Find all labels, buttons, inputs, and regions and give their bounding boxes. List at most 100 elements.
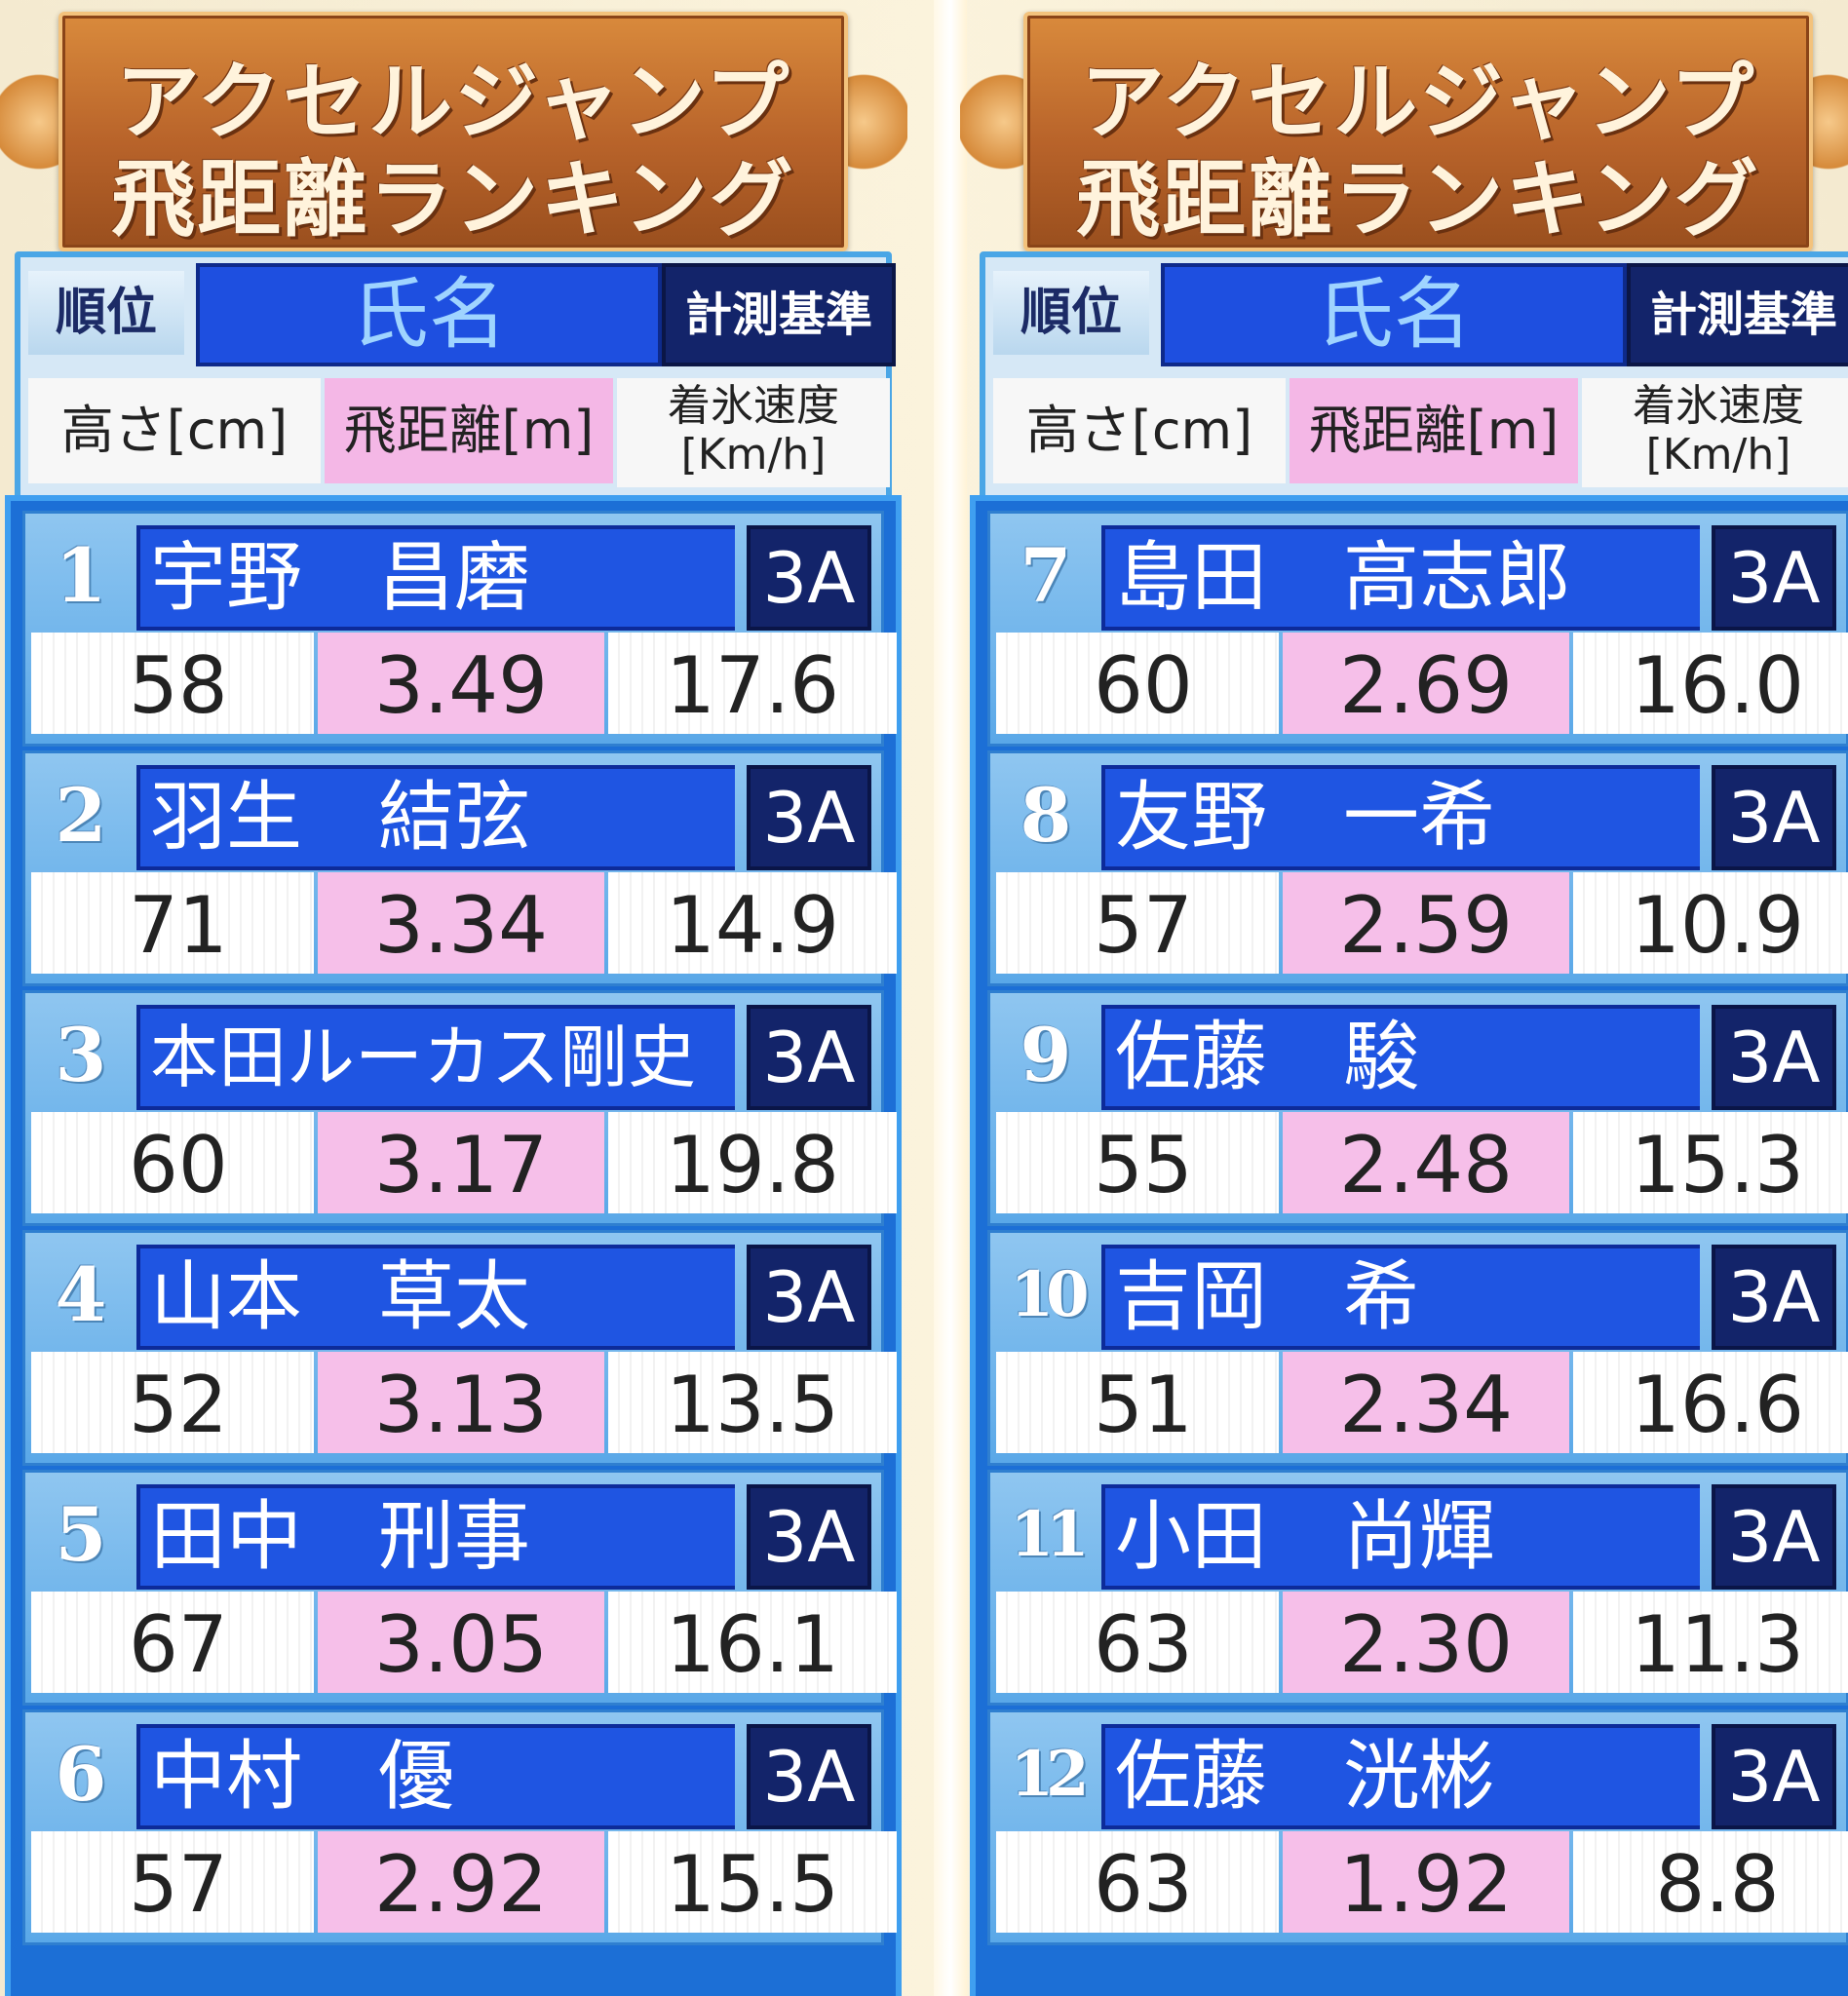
speed-value: 16.1 [608,1592,897,1693]
speed-value: 11.3 [1573,1592,1848,1693]
height-value: 57 [996,872,1279,974]
header-distance: 飛距離[m] [325,378,613,483]
skater-name: 本田ルーカス剛史 [136,1005,735,1110]
distance-value: 2.69 [1283,633,1569,734]
skater-name: 吉岡 希 [1101,1245,1700,1350]
jump-type: 3A [1712,1245,1836,1350]
title-plaque: アクセルジャンプ 飛距離ランキング [58,12,848,251]
header-rank: 順位 [28,271,184,355]
rank-number: 7 [1020,532,1072,619]
title-banner: アクセルジャンプ 飛距離ランキング [960,0,1848,253]
table-header: 順位 氏名 計測基準 高さ[cm] 飛距離[m] 着氷速度 [Km/h] [980,251,1848,507]
skater-name: 佐藤 洸彬 [1101,1724,1700,1829]
height-value: 63 [996,1831,1279,1933]
ranking-row: 2 羽生 結弦 3A 71 3.34 14.9 [22,750,897,986]
ranking-row: 6 中村 優 3A 57 2.92 15.5 [22,1709,897,1945]
ranking-row: 3 本田ルーカス剛史 3A 60 3.17 19.8 [22,990,897,1226]
ranking-row: 4 山本 草太 3A 52 3.13 13.5 [22,1230,897,1466]
speed-value: 15.3 [1573,1112,1848,1213]
rank-number: 11 [1010,1498,1089,1571]
skater-name: 島田 高志郎 [1101,525,1700,631]
header-distance: 飛距離[m] [1290,378,1578,483]
speed-value: 8.8 [1573,1831,1848,1933]
jump-type: 3A [747,1005,871,1110]
rank-number: 10 [1010,1258,1089,1331]
ranking-panel-right: アクセルジャンプ 飛距離ランキング 順位 氏名 計測基準 高さ[cm] 飛距離[… [960,0,1848,1996]
jump-type: 3A [1712,525,1836,631]
skater-name: 友野 一希 [1101,765,1700,870]
ranking-row: 5 田中 刑事 3A 67 3.05 16.1 [22,1470,897,1706]
rank-number: 1 [55,532,107,619]
header-speed: 着氷速度 [Km/h] [617,378,890,487]
distance-value: 2.92 [318,1831,604,1933]
header-height: 高さ[cm] [28,378,321,483]
ranking-row: 1 宇野 昌磨 3A 58 3.49 17.6 [22,511,897,747]
skater-name: 山本 草太 [136,1245,735,1350]
header-speed-line1: 着氷速度 [1633,381,1804,431]
speed-value: 10.9 [1573,872,1848,974]
jump-type: 3A [1712,1484,1836,1590]
header-rank: 順位 [993,271,1149,355]
distance-value: 3.05 [318,1592,604,1693]
header-criterion: 計測基準 [662,263,896,366]
ranking-row: 11 小田 尚輝 3A 63 2.30 11.3 [987,1470,1848,1706]
jump-type: 3A [747,1484,871,1590]
jump-type: 3A [747,765,871,870]
header-speed: 着氷速度 [Km/h] [1582,378,1848,487]
skater-name: 中村 優 [136,1724,735,1829]
title-line-1: アクセルジャンプ [1080,53,1756,151]
speed-value: 17.6 [608,633,897,734]
height-value: 51 [996,1352,1279,1453]
rank-number: 2 [55,772,107,859]
header-speed-line2: [Km/h] [1645,430,1791,480]
header-speed-line1: 着氷速度 [668,381,839,431]
jump-type: 3A [747,1245,871,1350]
height-value: 58 [31,633,314,734]
distance-value: 3.17 [318,1112,604,1213]
height-value: 52 [31,1352,314,1453]
header-name: 氏名 [1161,263,1627,366]
speed-value: 16.6 [1573,1352,1848,1453]
ranking-list: 1 宇野 昌磨 3A 58 3.49 17.6 2 羽生 結弦 3A 71 3.… [5,495,902,1996]
rank-number: 4 [55,1251,107,1338]
rank-number: 12 [1010,1738,1089,1811]
distance-value: 3.13 [318,1352,604,1453]
ranking-row: 7 島田 高志郎 3A 60 2.69 16.0 [987,511,1848,747]
height-value: 57 [31,1831,314,1933]
height-value: 60 [996,633,1279,734]
jump-type: 3A [1712,1005,1836,1110]
distance-value: 2.48 [1283,1112,1569,1213]
title-line-2: 飛距離ランキング [1076,150,1760,249]
rank-number: 3 [55,1012,107,1098]
title-line-1: アクセルジャンプ [115,53,791,151]
skater-name: 宇野 昌磨 [136,525,735,631]
rank-number: 8 [1020,772,1072,859]
height-value: 67 [31,1592,314,1693]
skater-name: 羽生 結弦 [136,765,735,870]
distance-value: 2.34 [1283,1352,1569,1453]
speed-value: 19.8 [608,1112,897,1213]
header-criterion: 計測基準 [1627,263,1848,366]
skater-name: 小田 尚輝 [1101,1484,1700,1590]
title-plaque: アクセルジャンプ 飛距離ランキング [1023,12,1813,251]
ranking-row: 8 友野 一希 3A 57 2.59 10.9 [987,750,1848,986]
title-line-2: 飛距離ランキング [111,150,795,249]
skater-name: 田中 刑事 [136,1484,735,1590]
height-value: 63 [996,1592,1279,1693]
header-height: 高さ[cm] [993,378,1286,483]
speed-value: 14.9 [608,872,897,974]
ranking-panel-left: アクセルジャンプ 飛距離ランキング 順位 氏名 計測基準 高さ[cm] 飛距離[… [0,0,907,1996]
header-name: 氏名 [196,263,662,366]
speed-value: 13.5 [608,1352,897,1453]
ranking-row: 12 佐藤 洸彬 3A 63 1.92 8.8 [987,1709,1848,1945]
distance-value: 3.34 [318,872,604,974]
distance-value: 2.30 [1283,1592,1569,1693]
rank-number: 6 [55,1731,107,1818]
rank-number: 9 [1020,1012,1072,1098]
rank-number: 5 [55,1491,107,1578]
height-value: 71 [31,872,314,974]
jump-type: 3A [1712,765,1836,870]
height-value: 60 [31,1112,314,1213]
distance-value: 1.92 [1283,1831,1569,1933]
ranking-row: 10 吉岡 希 3A 51 2.34 16.6 [987,1230,1848,1466]
